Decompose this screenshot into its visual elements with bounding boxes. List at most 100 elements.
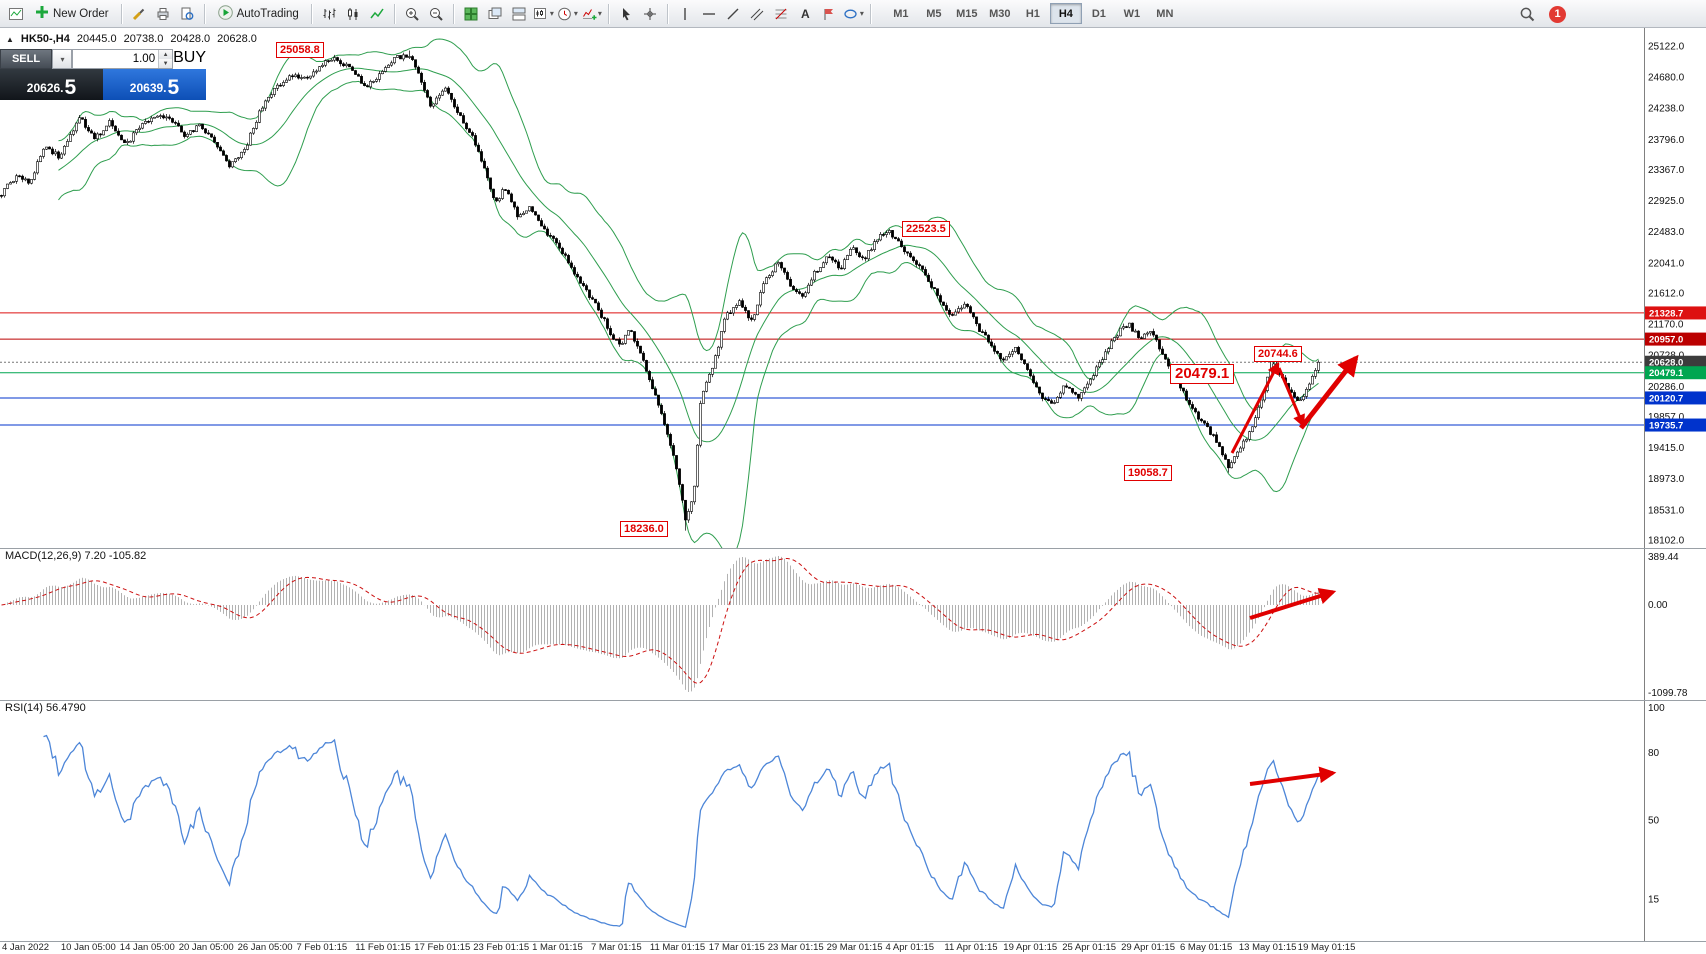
search-icon[interactable]: [1516, 3, 1539, 25]
new-order-plus-icon: [35, 5, 49, 22]
autotrading-play-icon: [217, 4, 233, 23]
profiles-dropdown[interactable]: ▾: [556, 3, 579, 25]
notification-badge[interactable]: 1: [1549, 5, 1566, 23]
timeframe-button-M1[interactable]: M1: [893, 7, 909, 20]
svg-text:24238.0: 24238.0: [1648, 104, 1685, 115]
macd-chart[interactable]: 389.44 0.00 -1099.78: [0, 548, 1706, 700]
autotrading-button[interactable]: AutoTrading: [211, 3, 306, 25]
time-axis[interactable]: 4 Jan 2022 10 Jan 05:00 14 Jan 05:00 20 Jan…: [0, 941, 1706, 954]
cascade-windows-icon[interactable]: [484, 3, 507, 25]
volume-up-icon[interactable]: ▲: [159, 50, 173, 59]
price-annotation[interactable]: 20744.6: [1254, 346, 1302, 363]
time-axis-label: 20 Jan 05:00: [178, 942, 234, 953]
svg-text:20286.0: 20286.0: [1648, 382, 1685, 393]
rsi-panel: 100 80 50 15 RSI(14) 56.4790: [0, 700, 1706, 941]
price-annotation[interactable]: 20479.1: [1170, 363, 1235, 384]
time-axis-label: 11 Apr 01:15: [944, 942, 998, 953]
svg-text:23367.0: 23367.0: [1648, 165, 1685, 176]
timeframe-toolbar: M1 M5 M15 M30 H1 H4 D1 W1 MN: [885, 3, 1181, 24]
time-axis-label: 7 Mar 01:15: [591, 942, 642, 953]
svg-text:20479.1: 20479.1: [1649, 368, 1684, 379]
timeframe-button-M30[interactable]: M30: [989, 7, 1011, 20]
svg-text:21612.0: 21612.0: [1648, 289, 1685, 300]
cursor-tool-icon[interactable]: [615, 3, 638, 25]
new-order-button[interactable]: New Order: [28, 3, 116, 25]
panel-divider: [0, 941, 1706, 942]
bid-price-pips: 5: [64, 76, 77, 99]
time-axis-label: 17 Feb 01:15: [414, 942, 471, 953]
new-order-label: New Order: [53, 7, 109, 20]
toolbar-separator: [869, 3, 872, 24]
print-icon[interactable]: [152, 3, 175, 25]
svg-text:22925.0: 22925.0: [1648, 196, 1685, 207]
bar-chart-mode-icon[interactable]: [318, 3, 341, 25]
fibonacci-tool-icon[interactable]: [770, 3, 793, 25]
toolbar-right-group: 1: [1516, 3, 1566, 25]
timeframe-button-M15[interactable]: M15: [956, 7, 978, 20]
rsi-chart[interactable]: 100 80 50 15: [0, 700, 1706, 941]
volume-stepper: ▲ ▼: [158, 50, 173, 68]
timeframe-button-H4[interactable]: H4: [1049, 3, 1082, 24]
label-tool-icon[interactable]: [818, 3, 841, 25]
panel-divider[interactable]: [0, 700, 1706, 701]
toolbar-separator: [393, 3, 396, 24]
sell-button[interactable]: SELL: [0, 49, 52, 69]
print-preview-icon[interactable]: [176, 3, 199, 25]
crosshair-tool-icon[interactable]: [639, 3, 662, 25]
channel-tool-icon[interactable]: [746, 3, 769, 25]
panel-divider[interactable]: [0, 548, 1706, 549]
price-annotation[interactable]: 19058.7: [1124, 464, 1172, 481]
toolbar-separator: [120, 3, 123, 24]
time-axis-label: 26 Jan 05:00: [237, 942, 293, 953]
toolbar-separator: [666, 3, 669, 24]
time-axis-label: 17 Mar 01:15: [708, 942, 765, 953]
tile-windows-icon[interactable]: [460, 3, 483, 25]
buy-price-button[interactable]: 20639. 5: [103, 69, 206, 100]
shapes-dropdown[interactable]: ▾: [842, 3, 865, 25]
horizontal-line-tool-icon[interactable]: [698, 3, 721, 25]
tile-horizontally-icon[interactable]: [508, 3, 531, 25]
open-value: 20445.0: [76, 33, 117, 45]
volume-input[interactable]: [73, 50, 159, 68]
low-value: 20428.0: [170, 33, 211, 45]
styles-brush-icon[interactable]: [128, 3, 151, 25]
svg-text:100: 100: [1648, 703, 1665, 714]
volume-preset-dropdown[interactable]: ▾: [52, 49, 72, 69]
time-axis-label: 1 Mar 01:15: [532, 942, 583, 953]
timeframe-button-MN[interactable]: MN: [1156, 7, 1174, 20]
timeframe-button-W1[interactable]: W1: [1123, 7, 1141, 20]
time-axis-label: 10 Jan 05:00: [60, 942, 116, 953]
chart-window-icon[interactable]: [4, 3, 27, 25]
price-annotation[interactable]: 18236.0: [620, 520, 668, 537]
time-axis-label: 11 Mar 01:15: [649, 942, 706, 953]
svg-text:-1099.78: -1099.78: [1648, 688, 1688, 699]
timeframe-button-M5[interactable]: M5: [926, 7, 942, 20]
timeframe-button-H1[interactable]: H1: [1025, 7, 1040, 20]
vertical-line-tool-icon[interactable]: [674, 3, 697, 25]
price-annotation[interactable]: 22523.5: [902, 220, 950, 237]
time-axis-label: 7 Feb 01:15: [296, 942, 348, 953]
candlestick-mode-icon[interactable]: [342, 3, 365, 25]
line-chart-mode-icon[interactable]: [366, 3, 389, 25]
chevron-down-icon: ▾: [60, 54, 65, 64]
time-axis-label: 6 May 01:15: [1180, 942, 1233, 953]
time-axis-label: 19 Apr 01:15: [1003, 942, 1058, 953]
new-chart-dropdown[interactable]: ▾: [532, 3, 555, 25]
price-annotation[interactable]: 25058.8: [276, 42, 324, 59]
macd-label: MACD(12,26,9) 7.20 -105.82: [5, 550, 147, 562]
ask-price-pips: 5: [167, 76, 180, 99]
indicators-dropdown[interactable]: ▾: [580, 3, 603, 25]
zoom-out-icon[interactable]: [425, 3, 448, 25]
buy-button[interactable]: BUY: [173, 49, 206, 66]
trendline-tool-icon[interactable]: [722, 3, 745, 25]
text-tool-icon[interactable]: A: [794, 3, 817, 25]
volume-down-icon[interactable]: ▼: [159, 59, 173, 68]
time-axis-label: 19 May 01:15: [1297, 942, 1356, 953]
timeframe-button-D1[interactable]: D1: [1091, 7, 1106, 20]
svg-text:0.00: 0.00: [1648, 600, 1668, 611]
sell-price-button[interactable]: 20626. 5: [0, 69, 103, 100]
chevron-down-icon: ▾: [573, 9, 578, 18]
time-axis-label: 23 Feb 01:15: [473, 942, 530, 953]
zoom-in-icon[interactable]: [401, 3, 424, 25]
main-price-chart[interactable]: 25122.0 24680.0 24238.0 23796.0 23367.0 22925…: [0, 28, 1706, 557]
